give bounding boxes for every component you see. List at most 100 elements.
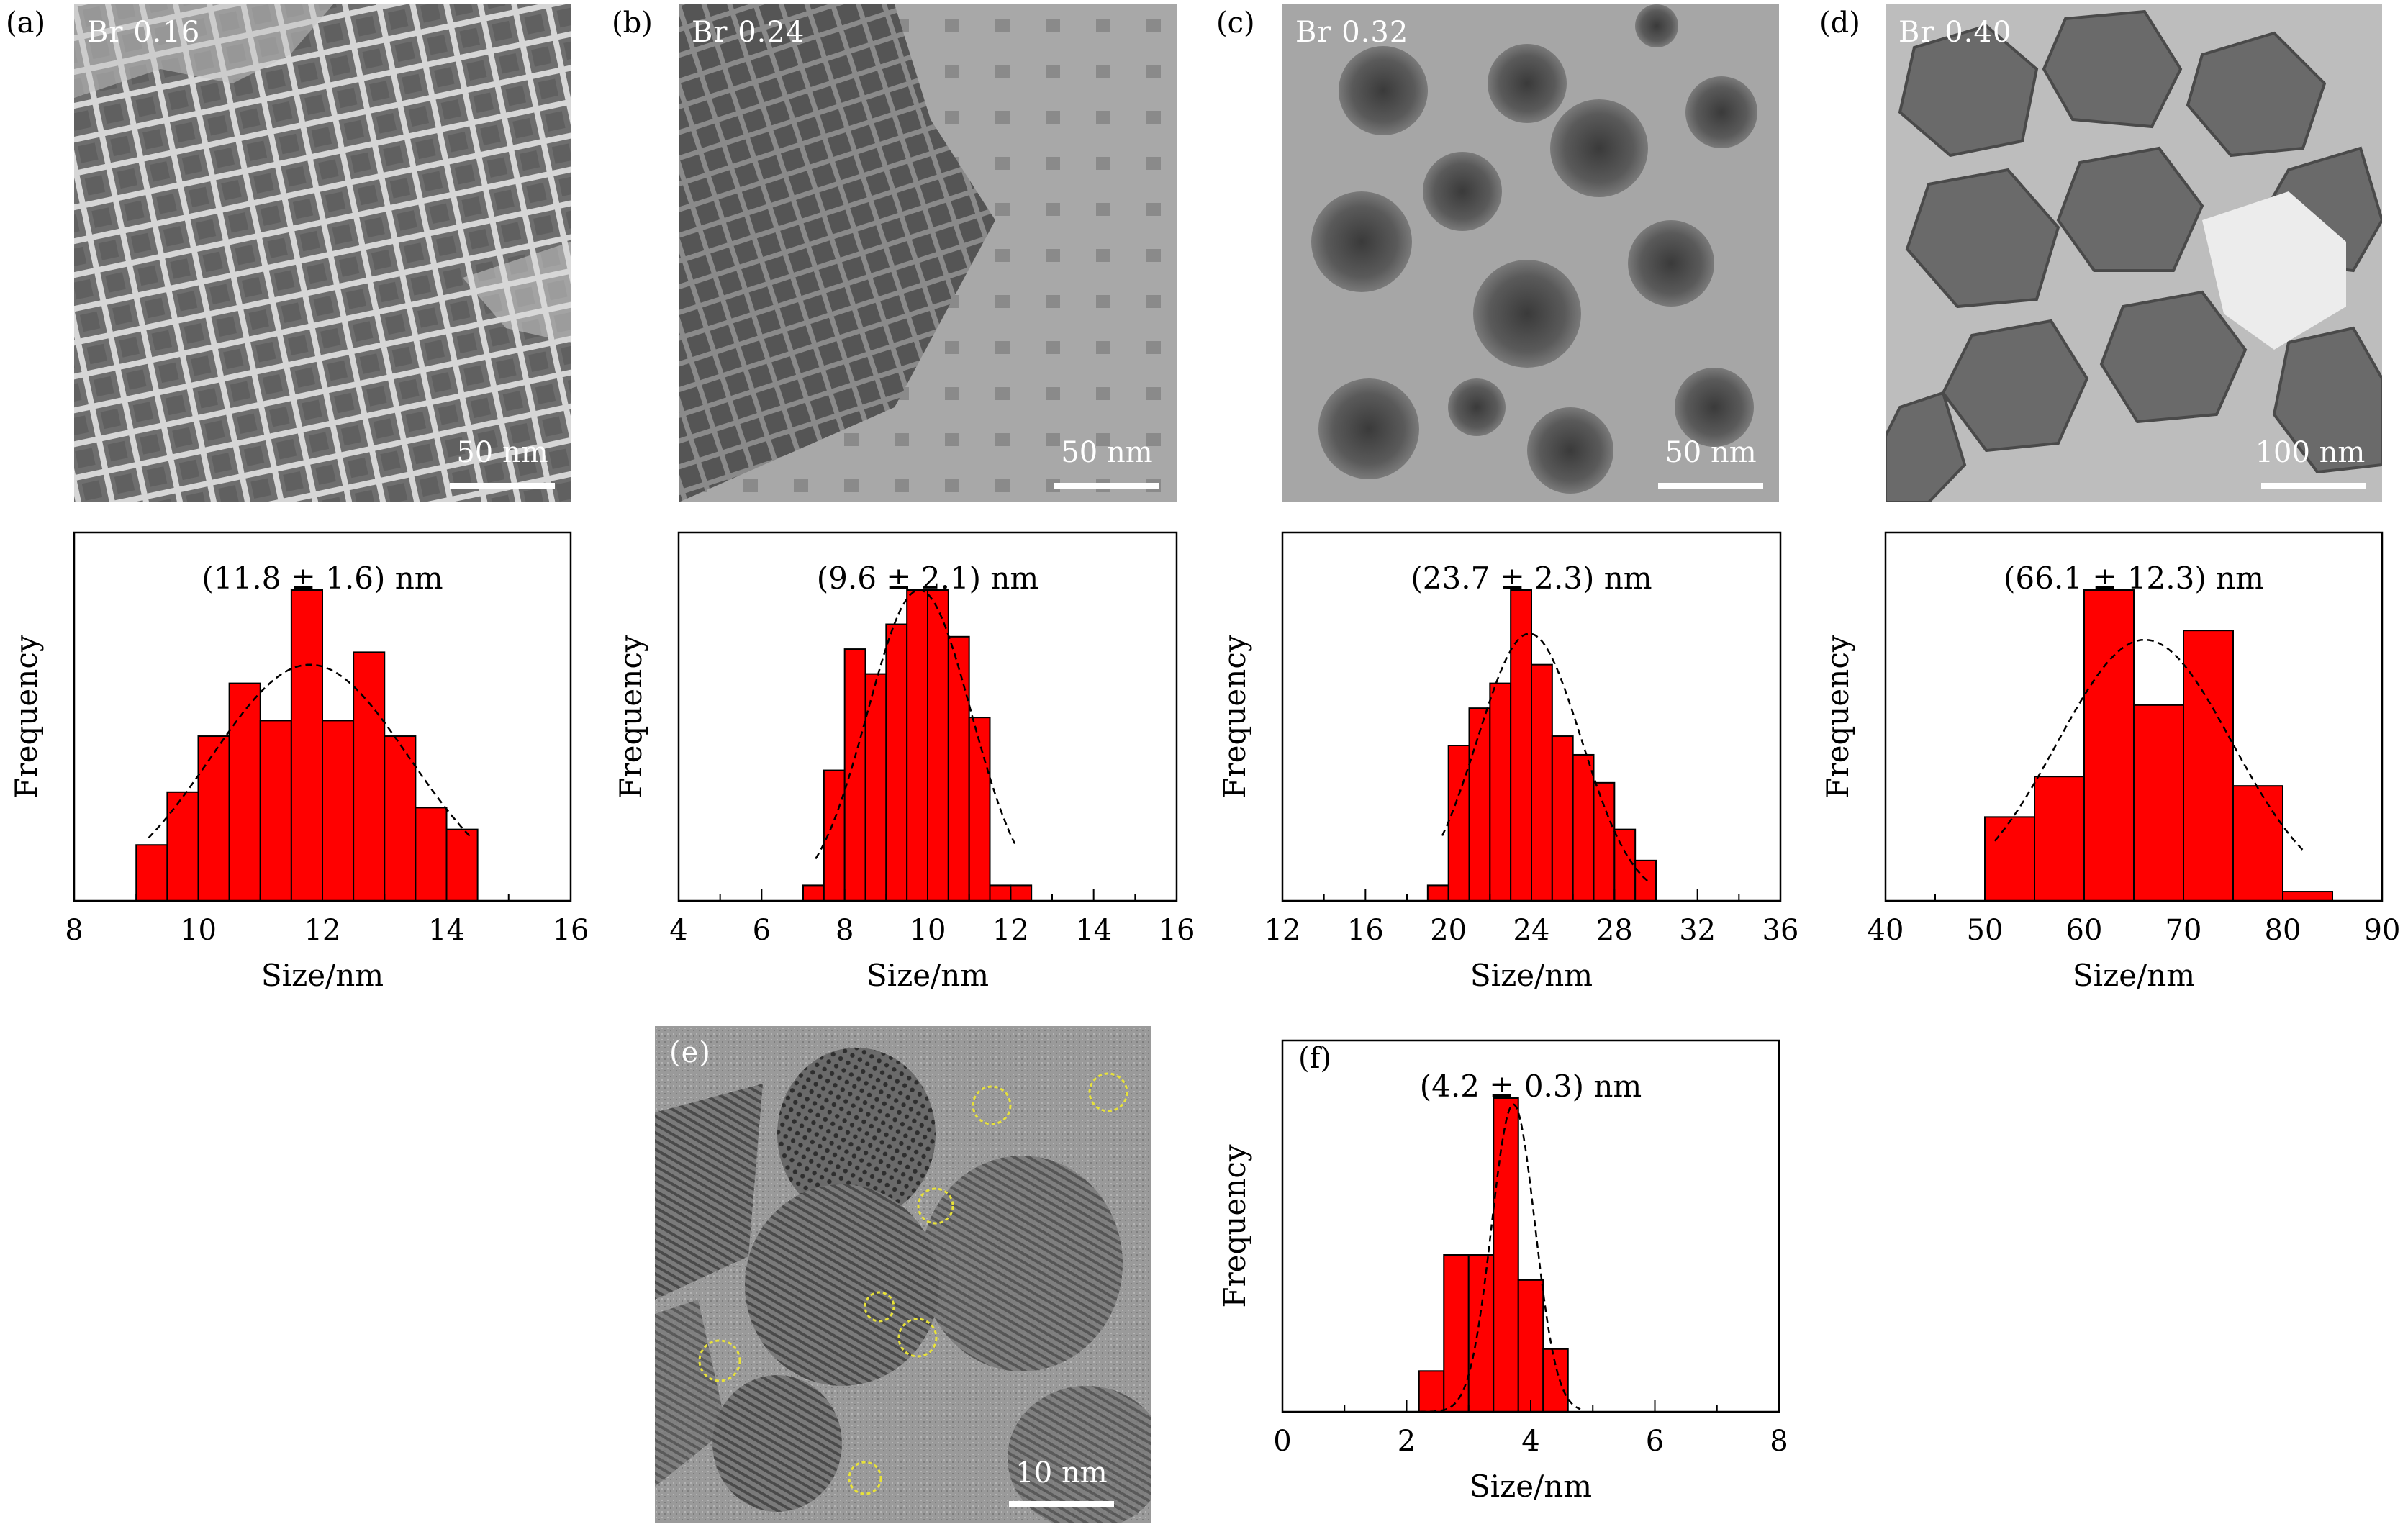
histogram-bar-0 [802, 884, 825, 902]
histogram-bar-8 [968, 717, 991, 902]
histogram-bar-4 [2183, 630, 2234, 902]
gaussian-fit-line [815, 589, 1016, 860]
x-tick-label-2: 12 [304, 914, 341, 947]
x-tick-label-2: 20 [1430, 914, 1467, 947]
x-tick-label-5: 32 [1679, 914, 1716, 947]
histogram-bar-4 [1517, 1279, 1544, 1413]
histogram-bar-5 [1531, 663, 1553, 902]
scale-bar-label-b: 50 nm [1061, 436, 1153, 469]
tem-label-b: Br 0.24 [692, 16, 805, 49]
x-tick-label-2: 8 [836, 914, 854, 947]
x-tick-label-0: 12 [1264, 914, 1301, 947]
histogram-bar-7 [353, 651, 386, 902]
x-tick-label-1: 10 [180, 914, 217, 947]
histogram-bar-1 [1443, 1254, 1470, 1413]
histogram-d: 40 50 60 70 80 90 Size/nm Frequency (66.1 ± 12.3… [1820, 531, 2401, 993]
tem-label-c: Br 0.32 [1295, 16, 1409, 49]
x-axis-label: Size/nm [866, 958, 989, 993]
histogram-bar-1 [1447, 745, 1470, 902]
histogram-bar-8 [384, 735, 417, 902]
tem-label-a: Br 0.16 [87, 16, 201, 49]
x-tick-label-0: 4 [669, 914, 687, 947]
histogram-bar-9 [1613, 828, 1637, 902]
x-tick-label-4: 28 [1596, 914, 1633, 947]
x-tick-label-1: 6 [753, 914, 771, 947]
y-axis-label: Frequency [9, 635, 44, 798]
histogram-bar-3 [1493, 1097, 1519, 1413]
histogram-bar-6 [2282, 891, 2333, 902]
histogram-bar-10 [445, 828, 479, 902]
panel-letter-e: (e) [669, 1036, 711, 1069]
x-tick-label-1: 2 [1398, 1425, 1416, 1458]
x-tick-label-3: 24 [1513, 914, 1550, 947]
size-annotation: (23.7 ± 2.3) nm [1411, 561, 1652, 596]
x-tick-label-2: 4 [1521, 1425, 1539, 1458]
tem-image-a: Br 0.16 50 nm [74, 4, 571, 502]
panel-letter-f: (f) [1298, 1042, 1331, 1075]
histogram-bar-4 [259, 720, 292, 902]
scale-bar-label-c: 50 nm [1665, 436, 1757, 469]
histogram-bar-0 [135, 844, 168, 902]
histogram-a: 8 10 12 14 16 Size/nm Frequency (11.8 ± 1.6) nm [9, 531, 589, 993]
histogram-bar-2 [197, 735, 230, 902]
scale-bar-label-d: 100 nm [2255, 436, 2366, 469]
x-tick-label-3: 70 [2165, 914, 2202, 947]
histogram-c: 12 16 20 24 28 32 36 Size/nm Frequency (23.7 ± 2.… [1217, 531, 1798, 993]
gaussian-fit-line [1441, 633, 1649, 882]
histogram-bar-5 [906, 589, 928, 902]
histogram-bar-2 [1468, 707, 1491, 902]
y-axis-label: Frequency [1217, 1144, 1252, 1307]
histogram-bar-3 [2133, 704, 2184, 902]
histogram-bar-10 [1010, 884, 1033, 902]
scale-bar-a [450, 483, 555, 489]
histogram-bar-5 [290, 589, 323, 902]
x-tick-label-3: 6 [1646, 1425, 1664, 1458]
x-tick-label-5: 90 [2364, 914, 2401, 947]
x-tick-label-0: 40 [1868, 914, 1904, 947]
histogram-f: 0 2 4 6 8 Size/nm Frequency (4.2 ± 0.3) nm (f) [1217, 1039, 1788, 1504]
histogram-bar-7 [947, 635, 970, 902]
histogram-bar-5 [1542, 1348, 1569, 1413]
histogram-bar-8 [1593, 781, 1616, 902]
histogram-bar-6 [322, 720, 355, 902]
histogram-bar-3 [864, 673, 887, 902]
size-annotation: (66.1 ± 12.3) nm [2004, 561, 2264, 596]
histogram-bar-7 [1572, 753, 1595, 902]
histogram-bar-0 [1426, 884, 1449, 902]
tem-label-d: Br 0.40 [1898, 16, 2012, 49]
x-tick-label-5: 14 [1075, 914, 1112, 947]
hrtem-image-e: (e) 10 nm [655, 1026, 1151, 1523]
histogram-bar-4 [885, 623, 908, 902]
x-tick-label-4: 8 [1770, 1425, 1788, 1458]
panel-letter-b: (b) [612, 6, 653, 40]
panel-letter-a: (a) [6, 6, 46, 40]
gaussian-fit-line [1993, 638, 2304, 851]
histogram-bar-0 [1984, 816, 2035, 902]
histogram-bar-3 [1489, 682, 1512, 902]
scale-bar-e [1009, 1501, 1114, 1507]
x-tick-label-1: 50 [1967, 914, 2004, 947]
histogram-bar-1 [2034, 776, 2085, 902]
histogram-bar-0 [1418, 1370, 1445, 1413]
histogram-b: 4 6 8 10 12 14 16 Size/nm Frequency (9.6 ± 2.1) n… [613, 531, 1195, 993]
x-tick-label-0: 8 [65, 914, 83, 947]
x-tick-label-4: 12 [992, 914, 1029, 947]
panel-letter-c: (c) [1216, 6, 1255, 40]
histogram-bar-1 [166, 791, 199, 902]
histogram-bar-5 [2232, 785, 2283, 902]
histogram-bar-2 [2083, 589, 2135, 902]
histogram-bar-6 [927, 589, 949, 902]
x-tick-label-3: 10 [910, 914, 946, 947]
x-tick-label-6: 16 [1159, 914, 1195, 947]
y-axis-label: Frequency [1820, 635, 1855, 798]
y-axis-label: Frequency [1217, 635, 1252, 798]
size-annotation: (4.2 ± 0.3) nm [1420, 1069, 1642, 1104]
gaussian-fit-line [1418, 1103, 1581, 1413]
x-axis-label: Size/nm [2073, 958, 2195, 993]
panel-letter-d: (d) [1819, 6, 1860, 40]
x-tick-label-4: 16 [553, 914, 589, 947]
x-tick-label-0: 0 [1273, 1425, 1291, 1458]
x-axis-label: Size/nm [1470, 958, 1593, 993]
x-tick-label-2: 60 [2066, 914, 2103, 947]
gaussian-fit-line [148, 663, 472, 839]
